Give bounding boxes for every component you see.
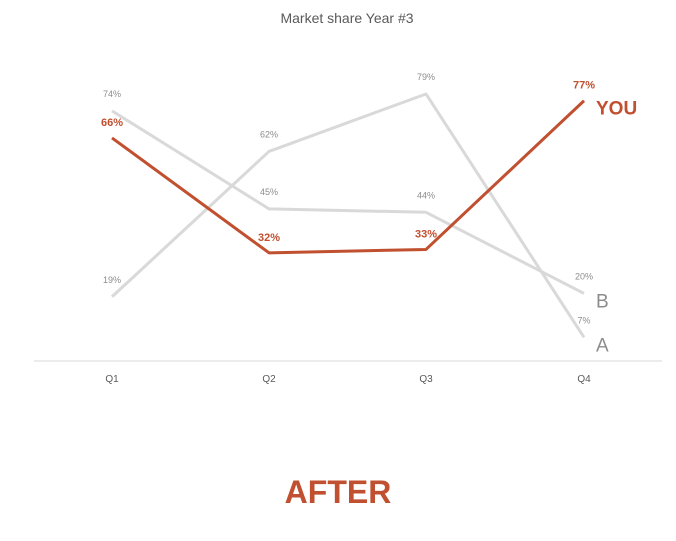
data-label: 44% xyxy=(417,190,435,200)
series-name-label: YOU xyxy=(596,99,637,120)
series-you: 66% 32% 33% 77%YOU xyxy=(101,80,637,255)
data-label: 20% xyxy=(575,271,593,281)
data-label: 33% xyxy=(415,228,437,240)
x-tick-label: Q2 xyxy=(262,374,276,385)
line-chart: Market share Year #3 Q1 Q2 Q3 Q4 19% 62% 79% 7… xyxy=(34,10,662,385)
data-label: 62% xyxy=(260,129,278,139)
data-label: 74% xyxy=(103,89,121,99)
x-tick-label: Q3 xyxy=(419,374,433,385)
series-a: 19% 62% 79% 7% A xyxy=(103,72,609,356)
series-name-label: B xyxy=(596,291,609,312)
x-axis-ticks: Q1 Q2 Q3 Q4 xyxy=(105,374,591,385)
data-label: 45% xyxy=(260,187,278,197)
series-name-label: A xyxy=(596,335,609,356)
series-line xyxy=(111,99,586,255)
data-label: 7% xyxy=(577,315,590,325)
data-label: 19% xyxy=(103,275,121,285)
data-label: 32% xyxy=(258,232,280,244)
data-label: 66% xyxy=(101,117,123,129)
series-line xyxy=(111,109,585,295)
series-line xyxy=(110,92,586,339)
x-tick-label: Q1 xyxy=(105,374,119,385)
series-layer: 19% 62% 79% 7% A 74% 45% 44% 20%B 66% 32% 33% 77%YOU xyxy=(101,72,637,356)
x-tick-label: Q4 xyxy=(577,374,591,385)
data-label: 79% xyxy=(417,72,435,82)
footer-label: AFTER xyxy=(284,474,392,510)
chart-title: Market share Year #3 xyxy=(280,10,413,26)
data-label: 77% xyxy=(573,80,595,92)
series-b: 74% 45% 44% 20%B xyxy=(103,89,609,313)
